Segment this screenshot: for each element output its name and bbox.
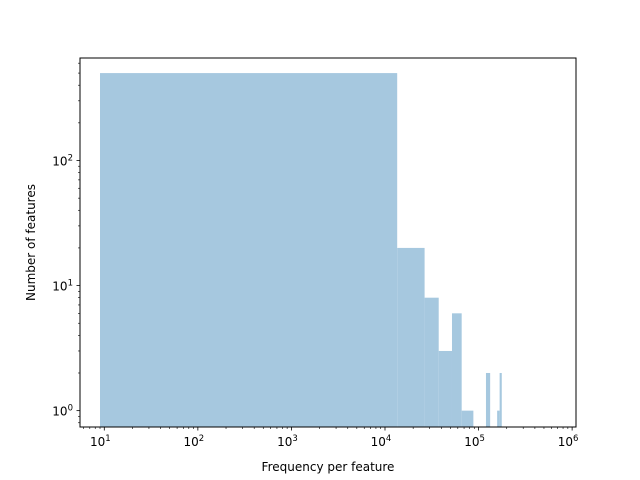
histogram-bar [451, 313, 462, 427]
histogram-bar [424, 297, 439, 427]
histogram-bar [485, 372, 491, 427]
y-tick-label: 101 [52, 279, 73, 294]
x-tick-label: 101 [90, 434, 111, 449]
plot-frame [79, 57, 577, 428]
x-tick-label: 106 [558, 434, 579, 449]
histogram-bar [438, 350, 452, 427]
histogram-bar [397, 247, 425, 427]
y-tick-label: 102 [52, 154, 73, 169]
y-axis-ticks: 100 101 102 [52, 62, 80, 424]
x-tick-label: 104 [371, 434, 392, 449]
x-tick-label: 102 [184, 434, 205, 449]
histogram-bar [499, 372, 502, 427]
x-tick-label: 103 [277, 434, 298, 449]
x-axis-ticks: 101 102 103 104 105 106 [83, 427, 579, 449]
histogram-bar [100, 73, 398, 427]
x-axis-label: Frequency per feature [262, 460, 395, 474]
x-tick-label: 105 [464, 434, 485, 449]
y-axis-label: Number of features [24, 184, 38, 301]
y-tick-label: 100 [52, 404, 73, 419]
histogram-bar [497, 410, 500, 427]
histogram-bars [100, 73, 502, 427]
histogram-bar [461, 410, 474, 427]
